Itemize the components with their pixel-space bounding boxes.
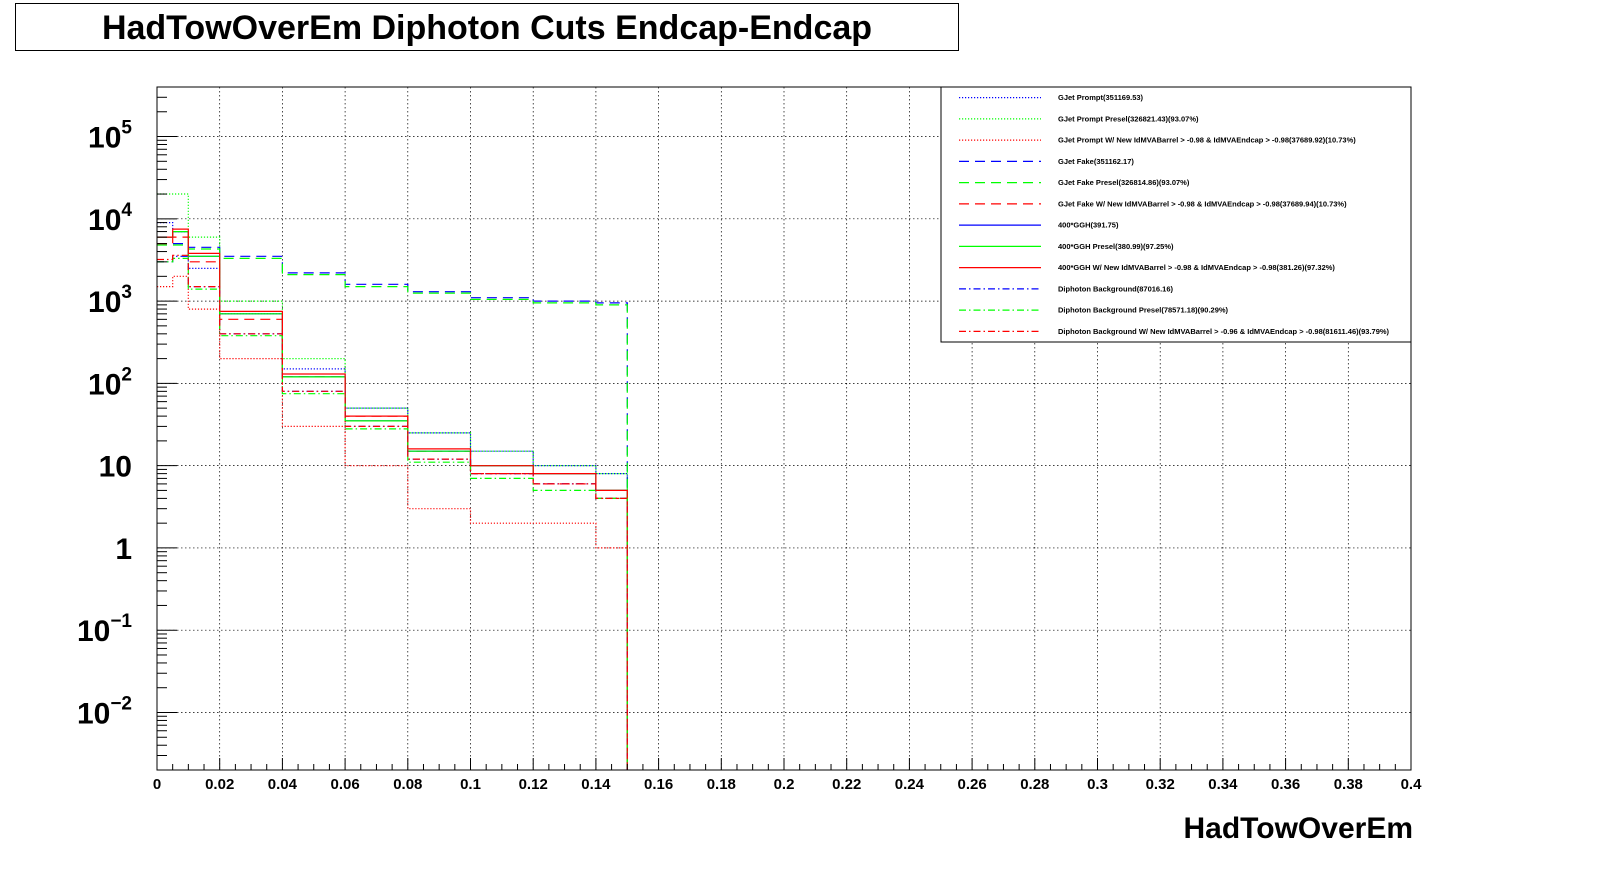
x-tick-label: 0.28 xyxy=(1020,776,1049,793)
axes: 0 0.02 0.04 0.06 0.08 0.1 0.12 0.14 0.16 0.18 0.2 0… xyxy=(77,86,1423,793)
series-layer xyxy=(157,193,628,770)
x-tick-label: 0.26 xyxy=(957,776,986,793)
y-tick-label: 10 xyxy=(99,451,132,484)
title-box: HadTowOverEm Diphoton Cuts Endcap-Endcap xyxy=(15,3,959,51)
legend-entry-label: GJet Prompt W/ New IdMVABarrel > -0.98 &… xyxy=(1058,136,1356,145)
series-line xyxy=(157,231,628,770)
x-tick-label: 0 xyxy=(153,776,161,793)
series-line xyxy=(157,231,628,770)
series-line xyxy=(157,222,628,770)
series-line xyxy=(157,244,628,770)
x-tick-label: 0.34 xyxy=(1208,776,1238,793)
y-tick-label: 104 xyxy=(88,200,132,237)
legend: GJet Prompt(351169.53) GJet Prompt Presel… xyxy=(940,86,1412,343)
series-line xyxy=(157,254,628,770)
legend-entry-label: 400*GGH(391.75) xyxy=(1058,221,1119,230)
x-tick-label: 0.02 xyxy=(205,776,234,793)
x-tick-label: 0.06 xyxy=(330,776,359,793)
series-line xyxy=(157,193,628,770)
series-line xyxy=(157,243,628,770)
series-line xyxy=(157,228,628,770)
x-tick-label: 0.12 xyxy=(519,776,548,793)
y-tick-label: 103 xyxy=(88,282,132,319)
x-tick-label: 0.1 xyxy=(460,776,481,793)
legend-entry-label: 400*GGH W/ New IdMVABarrel > -0.98 & IdM… xyxy=(1058,263,1335,272)
series-line xyxy=(157,257,628,770)
y-tick-label: 10−2 xyxy=(77,693,132,730)
series-line xyxy=(157,255,628,770)
x-tick-label: 0.32 xyxy=(1146,776,1175,793)
x-tick-label: 0.4 xyxy=(1401,776,1423,793)
x-tick-label: 0.08 xyxy=(393,776,422,793)
legend-entry-label: GJet Fake Presel(326814.86)(93.07%) xyxy=(1058,178,1190,187)
legend-entry-label: GJet Fake(351162.17) xyxy=(1058,157,1134,166)
legend-box xyxy=(940,86,1412,343)
legend-entry-label: Diphoton Background Presel(78571.18)(90.… xyxy=(1058,306,1229,315)
legend-entry-label: GJet Prompt Presel(326821.43)(93.07%) xyxy=(1058,114,1199,123)
chart-title: HadTowOverEm Diphoton Cuts Endcap-Endcap xyxy=(101,9,873,47)
x-tick-label: 0.14 xyxy=(581,776,611,793)
series-line xyxy=(157,236,628,770)
series-line xyxy=(157,275,628,770)
y-tick-label: 102 xyxy=(88,364,132,401)
x-tick-label: 0.04 xyxy=(268,776,298,793)
y-tick-label: 105 xyxy=(88,118,132,155)
x-tick-label: 0.18 xyxy=(707,776,736,793)
legend-entry-label: GJet Fake W/ New IdMVABarrel > -0.98 & I… xyxy=(1058,199,1347,208)
y-tick-label: 1 xyxy=(115,533,132,566)
legend-entry-label: Diphoton Background(87016.16) xyxy=(1058,284,1174,293)
legend-entry-label: GJet Prompt(351169.53) xyxy=(1058,93,1144,102)
y-tick-label: 10−1 xyxy=(77,611,132,648)
x-axis-label: HadTowOverEm xyxy=(1184,812,1414,845)
x-tick-label: 0.3 xyxy=(1087,776,1108,793)
legend-entry-label: 400*GGH Presel(380.99)(97.25%) xyxy=(1058,242,1174,251)
x-tick-label: 0.2 xyxy=(774,776,795,793)
x-tick-label: 0.36 xyxy=(1271,776,1300,793)
x-tick-label: 0.16 xyxy=(644,776,673,793)
legend-entry-label: Diphoton Background W/ New IdMVABarrel >… xyxy=(1058,327,1390,336)
x-tick-label: 0.38 xyxy=(1334,776,1363,793)
x-tick-label: 0.22 xyxy=(832,776,861,793)
x-tick-label: 0.24 xyxy=(895,776,925,793)
